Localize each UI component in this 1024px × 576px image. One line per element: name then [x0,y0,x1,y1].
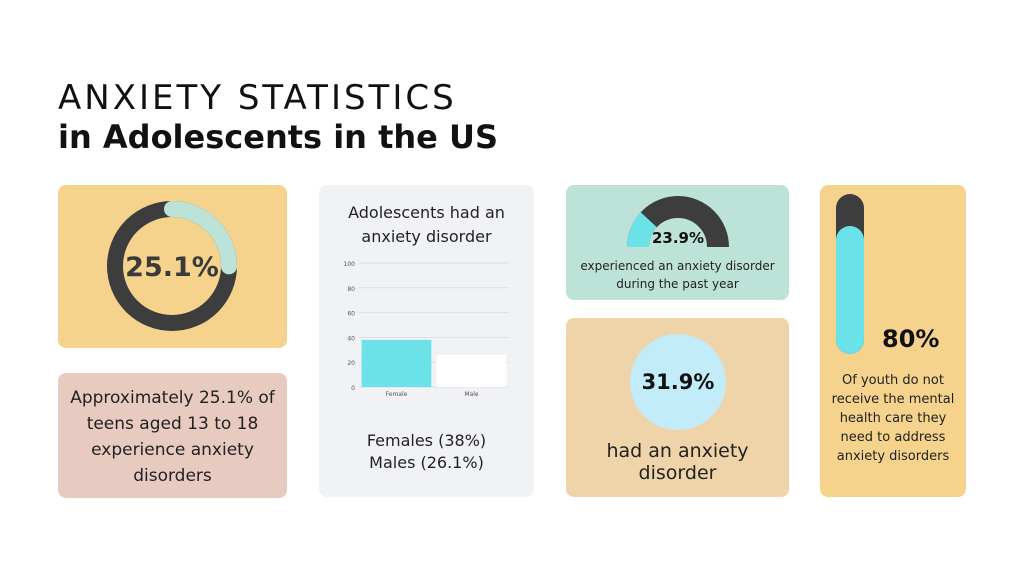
ring-value-label: 25.1% [125,252,219,283]
stat-card-vertical-gauge: 80% Of youth do not receive the mental h… [820,185,966,497]
bar-female [361,339,432,387]
vertical-gauge-fill [836,226,864,354]
y-tick-label: 60 [347,311,355,318]
chart-heading: Adolescents had an anxiety disorder [348,203,505,246]
stat-card-circle: 31.9% had an anxiety disorder [566,318,789,497]
stat-description: Approximately 25.1% of teens aged 13 to … [70,388,275,486]
page-title-line2: in Adolescents in the US [58,118,499,156]
circle-description: had an anxiety disorder [606,440,749,484]
chart-caption: Females (38%) Males (26.1%) [319,430,534,474]
bar-male [436,354,507,387]
vertical-gauge [836,194,864,354]
vertical-gauge-description: Of youth do not receive the mental healt… [831,373,955,464]
caption-males: Males (26.1%) [369,453,484,472]
y-tick-label: 40 [347,335,355,342]
page-title-line1: ANXIETY STATISTICS [58,78,457,118]
x-tick-label: Female [386,391,408,398]
bar-chart: 0 20 40 60 80 100 Female Male [344,261,509,398]
x-tick-label: Male [464,391,479,398]
vertical-gauge-value: 80% [882,325,940,353]
y-tick-label: 100 [344,261,356,268]
semi-gauge-label: 23.9% [652,229,704,247]
y-tick-label: 0 [351,385,355,392]
stat-card-ring: 25.1% [58,185,287,348]
stat-card-text: Approximately 25.1% of teens aged 13 to … [58,373,287,498]
semi-gauge-value-arc [627,212,658,248]
ring-gauge: 25.1% [107,201,237,331]
ring-value-arc [164,201,237,275]
stat-card-bar-chart: Adolescents had an anxiety disorder 0 20 4… [319,185,534,497]
stat-card-semi-gauge: 23.9% experienced an anxiety disorder du… [566,185,789,300]
semi-gauge: 23.9% [627,196,729,248]
semi-gauge-description: experienced an anxiety disorder during t… [580,259,775,291]
y-tick-label: 80 [347,286,355,293]
circle-value: 31.9% [630,334,726,430]
caption-females: Females (38%) [366,431,487,450]
y-tick-label: 20 [347,360,355,367]
